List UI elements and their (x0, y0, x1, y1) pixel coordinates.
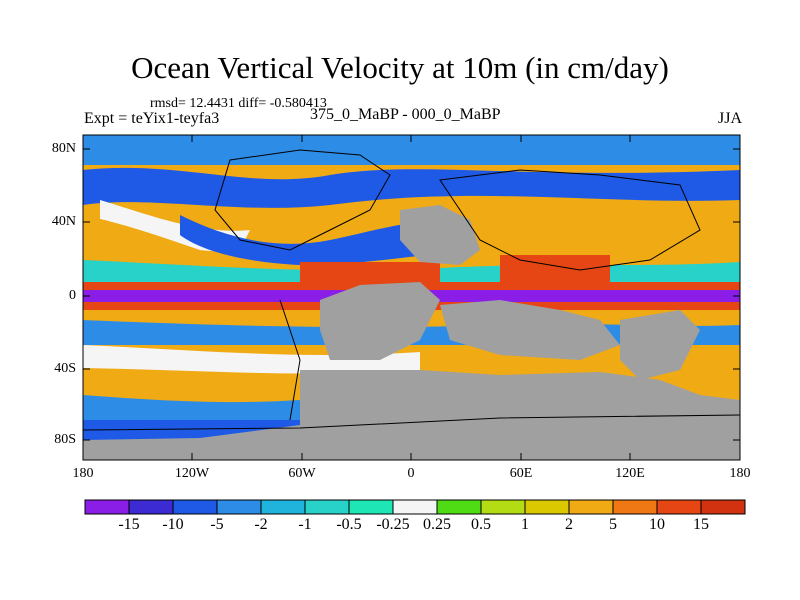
lon-label-180w: 180 (72, 466, 94, 481)
northern-upwelling-band (83, 167, 740, 208)
lon-label-60e: 60E (509, 466, 533, 481)
colorbar-label: 2 (565, 516, 573, 533)
subtitle-label: 375_0_MaBP - 000_0_MaBP (310, 106, 501, 123)
lat-label-80s: 80S (54, 432, 76, 447)
lat-label-80n: 80N (51, 141, 76, 156)
lon-label-120w: 120W (174, 466, 210, 481)
stats-label: rmsd= 12.4431 diff= -0.580413 (150, 96, 327, 111)
lon-label-120e: 120E (615, 466, 645, 481)
colorbar-label: 15 (693, 516, 709, 533)
colorbar-swatch (524, 499, 570, 515)
colorbar-label: -2 (254, 516, 268, 533)
colorbar-label: 5 (609, 516, 617, 533)
southern-ocean-blue (83, 395, 300, 420)
axis-ticks (83, 135, 740, 460)
land-south-mass (440, 300, 620, 360)
south-white-band (83, 345, 420, 374)
colorbar-swatch (612, 499, 658, 515)
colorbar-swatch (700, 499, 746, 515)
colorbar-swatch (84, 499, 130, 515)
experiment-label: Expt = teYix1-teyfa3 (84, 110, 220, 127)
lon-label-60w: 60W (288, 466, 316, 481)
coastline-north-america-like (214, 149, 391, 251)
coastline-antarctic (83, 414, 740, 431)
colorbar (84, 499, 746, 515)
colorbar-label: 0.25 (423, 516, 451, 533)
colorbar-label: -0.5 (336, 516, 362, 533)
colorbar-label: 0.5 (471, 516, 491, 533)
land-east-mass (620, 310, 700, 380)
colorbar-swatch (348, 499, 394, 515)
colorbar-swatch (436, 499, 482, 515)
coastline-south-america-like (279, 299, 301, 421)
colorbar-label: -5 (210, 516, 224, 533)
map-title: Ocean Vertical Velocity at 10m (in cm/da… (131, 50, 669, 85)
lon-label-0: 0 (407, 466, 415, 481)
mid-lat-orange (83, 215, 200, 265)
colorbar-swatch (392, 499, 438, 515)
colorbar-swatch (128, 499, 174, 515)
colorbar-swatch (172, 499, 218, 515)
colorbar-label: 10 (649, 516, 665, 533)
season-label: JJA (717, 110, 742, 127)
coastline-eurasia-like (439, 169, 701, 271)
colorbar-label: -0.25 (376, 516, 410, 533)
colorbar-label: -15 (118, 516, 140, 533)
land-southern-continent (83, 370, 740, 460)
lat-label-40s: 40S (54, 361, 76, 376)
colorbar-label: -10 (162, 516, 184, 533)
colorbar-label: -1 (298, 516, 312, 533)
subtropic-blue (180, 215, 470, 265)
colorbar-label: 1 (521, 516, 529, 533)
lon-label-180e: 180 (729, 466, 751, 481)
land-north-mass (400, 205, 480, 265)
atlantic-red-patch (300, 262, 440, 284)
lat-label-40n: 40N (51, 214, 76, 229)
colorbar-swatch (216, 499, 262, 515)
land-africa-like (320, 282, 440, 360)
lat-label-0: 0 (69, 288, 76, 303)
indian-red-patch (500, 255, 610, 285)
colorbar-swatch (656, 499, 702, 515)
map-field (83, 135, 740, 460)
colorbar-swatch (480, 499, 526, 515)
colorbar-swatch (568, 499, 614, 515)
colorbar-swatch (304, 499, 350, 515)
colorbar-swatch (260, 499, 306, 515)
